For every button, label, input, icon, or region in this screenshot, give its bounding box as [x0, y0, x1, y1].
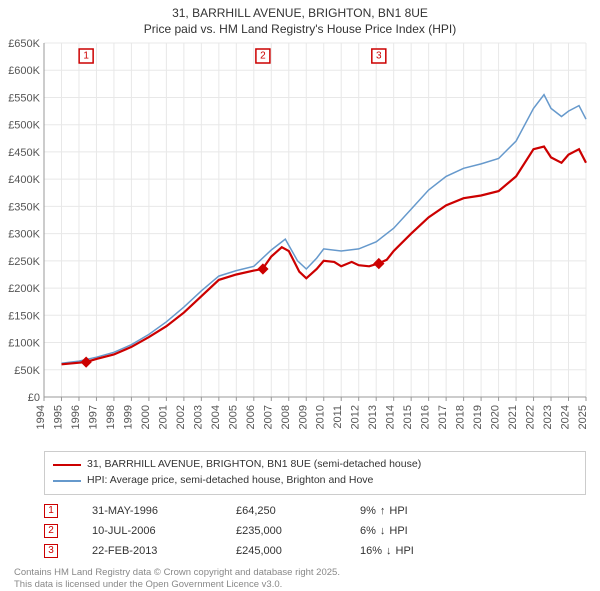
svg-text:£550K: £550K — [8, 93, 40, 105]
svg-text:2025: 2025 — [577, 405, 589, 429]
svg-text:1997: 1997 — [87, 405, 99, 429]
svg-text:£300K: £300K — [8, 229, 40, 241]
svg-text:£500K: £500K — [8, 120, 40, 132]
svg-text:£100K: £100K — [8, 338, 40, 350]
footer-line1: Contains HM Land Registry data © Crown c… — [14, 567, 586, 579]
sale-date: 10-JUL-2006 — [92, 525, 202, 537]
svg-text:1999: 1999 — [122, 405, 134, 429]
svg-text:2009: 2009 — [297, 405, 309, 429]
svg-text:1996: 1996 — [70, 405, 82, 429]
svg-text:2023: 2023 — [542, 405, 554, 429]
svg-text:£650K: £650K — [8, 38, 40, 50]
svg-text:2011: 2011 — [332, 405, 344, 429]
svg-text:2003: 2003 — [192, 405, 204, 429]
legend-item: HPI: Average price, semi-detached house,… — [53, 473, 577, 489]
svg-text:2010: 2010 — [315, 405, 327, 429]
title-line2: Price paid vs. HM Land Registry's House … — [0, 22, 600, 38]
sale-marker: 1 — [44, 504, 58, 518]
svg-text:£200K: £200K — [8, 283, 40, 295]
title-line1: 31, BARRHILL AVENUE, BRIGHTON, BN1 8UE — [0, 6, 600, 22]
svg-text:2016: 2016 — [420, 405, 432, 429]
svg-text:1998: 1998 — [105, 405, 117, 429]
sale-diff: 6% ↓HPI — [360, 525, 480, 537]
chart-svg: £0 £50K £100K £150K £200K £250K £300K £350K £400… — [0, 37, 600, 447]
svg-text:2018: 2018 — [455, 405, 467, 429]
svg-text:£600K: £600K — [8, 65, 40, 77]
sale-diff: 9% ↑HPI — [360, 505, 480, 517]
svg-text:2: 2 — [260, 51, 266, 62]
sale-diff-label: HPI — [389, 505, 407, 517]
svg-text:2005: 2005 — [227, 405, 239, 429]
svg-text:2001: 2001 — [157, 405, 169, 429]
svg-text:1995: 1995 — [52, 405, 64, 429]
chart-area: £0 £50K £100K £150K £200K £250K £300K £350K £400… — [0, 37, 600, 447]
svg-text:£0: £0 — [28, 392, 40, 404]
svg-text:2020: 2020 — [490, 405, 502, 429]
sale-row: 2 10-JUL-2006 £235,000 6% ↓HPI — [44, 521, 586, 541]
legend-box: 31, BARRHILL AVENUE, BRIGHTON, BN1 8UE (… — [44, 451, 586, 495]
svg-text:2002: 2002 — [175, 405, 187, 429]
sale-marker: 3 — [44, 544, 58, 558]
chart-title: 31, BARRHILL AVENUE, BRIGHTON, BN1 8UE P… — [0, 0, 600, 37]
svg-text:£250K: £250K — [8, 256, 40, 268]
svg-text:2012: 2012 — [350, 405, 362, 429]
footer-attribution: Contains HM Land Registry data © Crown c… — [14, 567, 586, 591]
svg-text:2014: 2014 — [385, 405, 397, 429]
svg-text:£50K: £50K — [14, 365, 40, 377]
legend-label: HPI: Average price, semi-detached house,… — [87, 473, 373, 489]
svg-text:1: 1 — [83, 51, 89, 62]
svg-text:2021: 2021 — [507, 405, 519, 429]
svg-text:1994: 1994 — [35, 405, 47, 429]
sale-table: 131-MAY-1996£64,2509%↑HPI210-JUL-2006£23… — [44, 501, 586, 561]
sale-date: 22-FEB-2013 — [92, 545, 202, 557]
svg-text:2004: 2004 — [210, 405, 222, 429]
arrow-up-icon: ↑ — [380, 505, 386, 517]
svg-text:2022: 2022 — [525, 405, 537, 429]
legend-swatch — [53, 480, 81, 482]
sale-diff-pct: 6% — [360, 525, 376, 537]
sale-price: £245,000 — [236, 545, 326, 557]
sale-diff-label: HPI — [389, 525, 407, 537]
svg-text:£450K: £450K — [8, 147, 40, 159]
svg-text:£350K: £350K — [8, 202, 40, 214]
sale-marker: 2 — [44, 524, 58, 538]
svg-text:2024: 2024 — [560, 405, 572, 429]
svg-text:2007: 2007 — [262, 405, 274, 429]
svg-text:2006: 2006 — [245, 405, 257, 429]
svg-text:2015: 2015 — [402, 405, 414, 429]
sale-diff: 16% ↓ HPI — [360, 545, 480, 557]
sale-date: 31-MAY-1996 — [92, 505, 202, 517]
svg-text:2008: 2008 — [280, 405, 292, 429]
svg-text:3: 3 — [376, 51, 382, 62]
sale-diff-pct: 9% — [360, 505, 376, 517]
legend-swatch — [53, 464, 81, 466]
svg-text:2017: 2017 — [437, 405, 449, 429]
svg-text:£400K: £400K — [8, 174, 40, 186]
sale-price: £64,250 — [236, 505, 326, 517]
svg-text:2019: 2019 — [472, 405, 484, 429]
svg-text:£150K: £150K — [8, 310, 40, 322]
legend-item: 31, BARRHILL AVENUE, BRIGHTON, BN1 8UE (… — [53, 457, 577, 473]
sale-diff-pct: 16% — [360, 545, 382, 557]
svg-text:2013: 2013 — [367, 405, 379, 429]
sale-row: 1 31-MAY-1996 £64,250 9% ↑HPI — [44, 501, 586, 521]
sale-price: £235,000 — [236, 525, 326, 537]
legend-label: 31, BARRHILL AVENUE, BRIGHTON, BN1 8UE (… — [87, 457, 421, 473]
svg-text:2000: 2000 — [140, 405, 152, 429]
arrow-down-icon: ↓ — [380, 525, 386, 537]
footer-line2: This data is licensed under the Open Gov… — [14, 579, 586, 591]
sale-diff-label: HPI — [396, 545, 414, 557]
sale-row: 3 22-FEB-2013 £245,000 16% ↓ HPI — [44, 541, 586, 561]
arrow-down-icon: ↓ — [386, 545, 392, 557]
